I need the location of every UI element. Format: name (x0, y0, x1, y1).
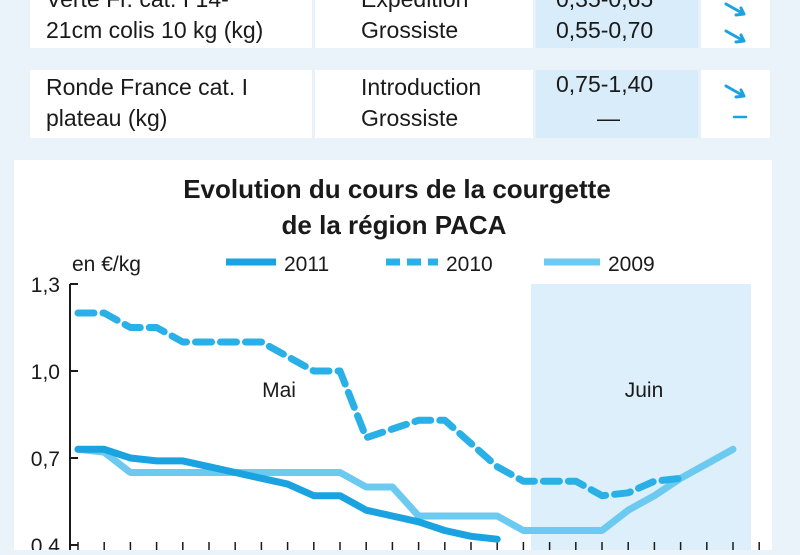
price-range: 0,75-1,40 (556, 71, 654, 97)
stage-cell (315, 70, 533, 138)
price-table: Verte Fr. cat. I 14- 21cm colis 10 kg (k… (0, 0, 800, 140)
arrow-down-right-icon (724, 29, 746, 44)
period-label-juin: Juin (625, 379, 664, 402)
legend: 2011 2010 2009 (226, 253, 655, 276)
stage-cell (315, 0, 533, 48)
product-name-line: 21cm colis 10 kg (kg) (46, 17, 264, 43)
y-tick-label: 1,0 (31, 361, 60, 384)
legend-label-2009: 2009 (608, 253, 655, 276)
stage-label: Grossiste (361, 105, 459, 131)
price-cell (536, 0, 698, 48)
price-range: — (597, 105, 620, 131)
x-ticks (77, 542, 760, 550)
arrow-down-right-icon (724, 2, 746, 17)
juin-period-band (531, 284, 751, 550)
chart-title-line: de la région PACA (282, 210, 507, 240)
stage-label: Introduction (361, 74, 482, 100)
legend-label-2011: 2011 (284, 253, 329, 276)
legend-label-2010: 2010 (446, 253, 493, 276)
stage-label: Expédition (361, 0, 468, 15)
y-tick-label: 0,4 (31, 535, 61, 550)
series-layer (74, 309, 737, 543)
chart-canvas: Evolution du cours de la courgette de la… (31, 174, 760, 555)
product-name-line: plateau (kg) (46, 105, 168, 131)
series-line-2009 (74, 445, 737, 534)
series-line-2011 (74, 445, 501, 543)
product-cell (30, 70, 312, 138)
product-name-line: Verte Fr. cat. I 14- (46, 0, 229, 15)
trend-cell (701, 70, 770, 138)
price-chart: Evolution du cours de la courgette de la… (14, 160, 772, 555)
product-cell (30, 0, 312, 48)
period-label-mai: Mai (262, 379, 296, 402)
y-axis-label: en €/kg (72, 253, 141, 276)
chart-title-line: Evolution du cours de la courgette (183, 174, 611, 204)
dash-icon (732, 115, 748, 119)
price-cell (536, 70, 698, 138)
arrow-down-right-icon (724, 84, 746, 99)
series-line-2010 (74, 309, 685, 500)
price-range: 0,55-0,70 (556, 17, 654, 43)
y-tick-label: 1,3 (31, 274, 60, 297)
stage-label: Grossiste (361, 17, 459, 43)
y-tick-label: 0,7 (31, 448, 60, 471)
price-range: 0,35-0,65 (556, 0, 653, 15)
product-name-line: Ronde France cat. I (46, 74, 248, 100)
